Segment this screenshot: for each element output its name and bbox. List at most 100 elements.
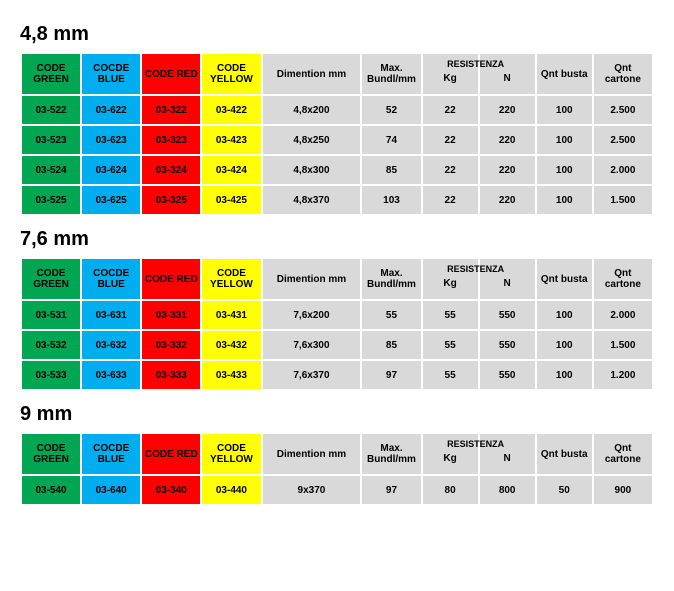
cell-n: 550 (480, 331, 535, 359)
cell-bundle: 97 (362, 476, 420, 504)
col-header-resistenza-label: RESISTENZA (425, 59, 527, 69)
col-header-blue: COCDE BLUE (82, 54, 140, 94)
col-header-dimension: Dimention mm (263, 54, 361, 94)
cell-code-green: 03-533 (22, 361, 80, 389)
section-title: 9 mm (20, 403, 654, 426)
col-header-green: CODE GREEN (22, 54, 80, 94)
cell-bundle: 85 (362, 331, 420, 359)
cell-qnt-cartone: 2.500 (594, 126, 652, 154)
table-row: 03-524 03-624 03-324 03-424 4,8x300 85 2… (22, 156, 652, 184)
cell-bundle: 55 (362, 301, 420, 329)
col-header-qnt-busta: Qnt busta (537, 54, 592, 94)
cell-dimension: 4,8x200 (263, 96, 361, 124)
cell-code-red: 03-324 (142, 156, 200, 184)
cell-code-blue: 03-640 (82, 476, 140, 504)
table-header-row: CODE GREEN COCDE BLUE CODE RED CODE YELL… (22, 434, 652, 474)
table-row: 03-522 03-622 03-322 03-422 4,8x200 52 2… (22, 96, 652, 124)
cell-code-yellow: 03-424 (202, 156, 260, 184)
cell-code-green: 03-522 (22, 96, 80, 124)
table-row: 03-531 03-631 03-331 03-431 7,6x200 55 5… (22, 301, 652, 329)
cell-bundle: 74 (362, 126, 420, 154)
cell-qnt-cartone: 1.500 (594, 331, 652, 359)
col-header-resistenza-kg: RESISTENZA Kg (423, 259, 478, 299)
cell-qnt-busta: 50 (537, 476, 592, 504)
cell-code-yellow: 03-431 (202, 301, 260, 329)
cell-code-yellow: 03-433 (202, 361, 260, 389)
cell-code-blue: 03-631 (82, 301, 140, 329)
cell-kg: 55 (423, 331, 478, 359)
cell-kg: 22 (423, 186, 478, 214)
col-header-green: CODE GREEN (22, 259, 80, 299)
col-header-bundle: Max. Bundl/mm (362, 434, 420, 474)
section-title: 7,6 mm (20, 228, 654, 251)
cell-kg: 22 (423, 156, 478, 184)
cell-code-red: 03-325 (142, 186, 200, 214)
cell-code-red: 03-340 (142, 476, 200, 504)
table-header-row: CODE GREEN COCDE BLUE CODE RED CODE YELL… (22, 259, 652, 299)
cell-qnt-busta: 100 (537, 126, 592, 154)
cell-bundle: 52 (362, 96, 420, 124)
table-header-row: CODE GREEN COCDE BLUE CODE RED CODE YELL… (22, 54, 652, 94)
col-header-bundle: Max. Bundl/mm (362, 54, 420, 94)
col-header-green: CODE GREEN (22, 434, 80, 474)
col-header-yellow: CODE YELLOW (202, 54, 260, 94)
table-row: 03-533 03-633 03-333 03-433 7,6x370 97 5… (22, 361, 652, 389)
cell-code-green: 03-532 (22, 331, 80, 359)
cell-dimension: 4,8x250 (263, 126, 361, 154)
cell-code-blue: 03-624 (82, 156, 140, 184)
data-table: CODE GREEN COCDE BLUE CODE RED CODE YELL… (20, 432, 654, 506)
cell-kg: 55 (423, 361, 478, 389)
cell-code-red: 03-332 (142, 331, 200, 359)
cell-qnt-cartone: 2.000 (594, 301, 652, 329)
cell-qnt-busta: 100 (537, 331, 592, 359)
cell-code-blue: 03-632 (82, 331, 140, 359)
cell-code-green: 03-523 (22, 126, 80, 154)
cell-qnt-cartone: 900 (594, 476, 652, 504)
table-row: 03-532 03-632 03-332 03-432 7,6x300 85 5… (22, 331, 652, 359)
cell-qnt-busta: 100 (537, 361, 592, 389)
cell-n: 220 (480, 156, 535, 184)
cell-bundle: 103 (362, 186, 420, 214)
cell-code-blue: 03-623 (82, 126, 140, 154)
col-header-red: CODE RED (142, 259, 200, 299)
col-header-dimension: Dimention mm (263, 434, 361, 474)
cell-code-green: 03-531 (22, 301, 80, 329)
col-header-red: CODE RED (142, 434, 200, 474)
cell-code-green: 03-540 (22, 476, 80, 504)
cell-dimension: 7,6x370 (263, 361, 361, 389)
cell-qnt-busta: 100 (537, 156, 592, 184)
cell-code-yellow: 03-423 (202, 126, 260, 154)
table-row: 03-540 03-640 03-340 03-440 9x370 97 80 … (22, 476, 652, 504)
col-header-resistenza-kg: RESISTENZA Kg (423, 54, 478, 94)
cell-code-green: 03-524 (22, 156, 80, 184)
cell-code-red: 03-323 (142, 126, 200, 154)
cell-qnt-cartone: 1.500 (594, 186, 652, 214)
cell-qnt-busta: 100 (537, 96, 592, 124)
col-header-yellow: CODE YELLOW (202, 434, 260, 474)
section-title: 4,8 mm (20, 23, 654, 46)
page-root: 4,8 mm CODE GREEN COCDE BLUE CODE RED CO… (20, 23, 654, 506)
cell-n: 550 (480, 361, 535, 389)
cell-n: 800 (480, 476, 535, 504)
cell-qnt-busta: 100 (537, 301, 592, 329)
col-header-red: CODE RED (142, 54, 200, 94)
cell-qnt-busta: 100 (537, 186, 592, 214)
cell-kg: 80 (423, 476, 478, 504)
cell-code-yellow: 03-440 (202, 476, 260, 504)
cell-code-red: 03-322 (142, 96, 200, 124)
cell-bundle: 97 (362, 361, 420, 389)
cell-n: 220 (480, 186, 535, 214)
cell-code-blue: 03-633 (82, 361, 140, 389)
cell-dimension: 9x370 (263, 476, 361, 504)
col-header-qnt-cartone: Qnt cartone (594, 54, 652, 94)
col-header-blue: COCDE BLUE (82, 434, 140, 474)
cell-code-blue: 03-622 (82, 96, 140, 124)
col-header-qnt-busta: Qnt busta (537, 259, 592, 299)
cell-dimension: 4,8x370 (263, 186, 361, 214)
col-header-resistenza-label: RESISTENZA (425, 264, 527, 274)
data-table: CODE GREEN COCDE BLUE CODE RED CODE YELL… (20, 257, 654, 391)
col-header-dimension: Dimention mm (263, 259, 361, 299)
cell-code-yellow: 03-425 (202, 186, 260, 214)
data-table: CODE GREEN COCDE BLUE CODE RED CODE YELL… (20, 52, 654, 216)
cell-code-yellow: 03-422 (202, 96, 260, 124)
